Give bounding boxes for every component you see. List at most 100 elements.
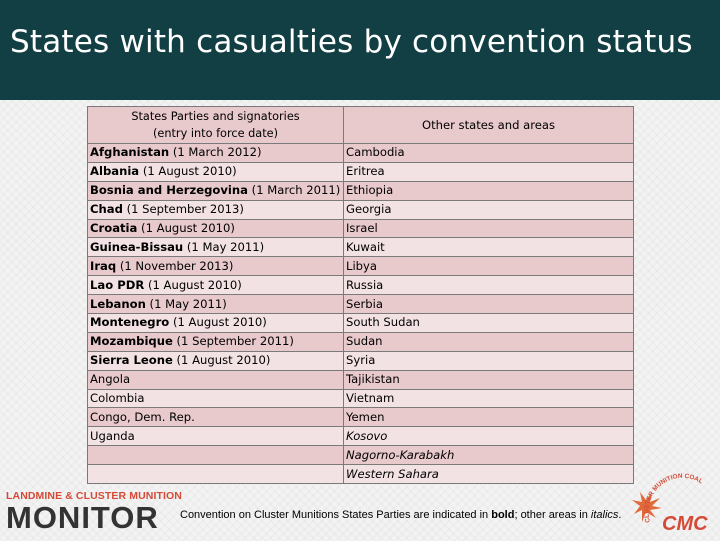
other-state-name: Nagorno-Karabakh bbox=[346, 447, 455, 462]
footnote-part2: ; other areas in bbox=[514, 509, 591, 521]
logo-left-bottom-text: MONITOR bbox=[6, 500, 159, 535]
table-row: Lebanon (1 May 2011) Serbia bbox=[87, 294, 634, 315]
other-state-name: South Sudan bbox=[346, 315, 420, 330]
table-row: Congo, Dem. Rep. Yemen bbox=[87, 407, 634, 428]
table-row: Croatia (1 August 2010) Israel bbox=[87, 218, 634, 239]
other-state-name: Serbia bbox=[346, 296, 383, 311]
other-state-cell: Syria bbox=[343, 350, 634, 371]
other-state-name: Western Sahara bbox=[346, 466, 439, 481]
entry-into-force-date: (1 September 2011) bbox=[176, 334, 294, 349]
other-state-name: Kosovo bbox=[346, 428, 388, 443]
slide-title: States with casualties by convention sta… bbox=[10, 24, 693, 60]
state-party-cell: Colombia bbox=[87, 388, 344, 409]
entry-into-force-date: (1 March 2012) bbox=[172, 145, 262, 160]
other-state-name: Georgia bbox=[346, 202, 392, 217]
other-state-cell: Tajikistan bbox=[343, 369, 634, 390]
entry-into-force-date: (1 September 2013) bbox=[126, 202, 244, 217]
state-party-cell: Afghanistan (1 March 2012) bbox=[87, 143, 344, 163]
state-party-cell: Lebanon (1 May 2011) bbox=[87, 294, 344, 315]
entry-into-force-date: (1 May 2011) bbox=[186, 239, 265, 254]
table-row: Colombia Vietnam bbox=[87, 388, 634, 409]
other-state-name: Libya bbox=[346, 258, 378, 273]
other-state-name: Israel bbox=[346, 221, 378, 235]
state-party-name: Lao PDR bbox=[90, 277, 145, 292]
state-party-name: Bosnia and Herzegovina bbox=[90, 183, 248, 198]
other-state-name: Tajikistan bbox=[346, 372, 400, 387]
other-state-cell: Israel bbox=[343, 218, 634, 239]
other-state-name: Yemen bbox=[346, 409, 385, 424]
cmc-logo-graphic: CLUSTER MUNITION COALITION CMC bbox=[630, 465, 709, 535]
other-state-name: Sudan bbox=[346, 334, 383, 349]
footnote-bold-word: bold bbox=[491, 509, 515, 521]
other-state-cell: Ethiopia bbox=[343, 180, 634, 201]
other-state-name: Syria bbox=[346, 353, 376, 368]
state-party-name: Albania bbox=[90, 164, 140, 179]
table-row: Bosnia and Herzegovina (1 March 2011) Eth… bbox=[87, 180, 634, 201]
state-party-cell: Mozambique (1 September 2011) bbox=[87, 331, 344, 352]
footnote-part1: Convention on Cluster Munitions States P… bbox=[180, 509, 492, 521]
other-state-cell: Sudan bbox=[343, 331, 634, 352]
state-party-cell bbox=[87, 445, 344, 466]
footnote: Convention on Cluster Munitions States P… bbox=[180, 508, 625, 522]
table-row: Nagorno-Karabakh bbox=[87, 445, 634, 466]
other-state-cell: Eritrea bbox=[343, 161, 634, 182]
state-party-cell: Uganda bbox=[87, 426, 344, 447]
table-body: States Parties and signatories (entry in… bbox=[87, 106, 634, 485]
convention-status-table-wrap: States Parties and signatories (entry in… bbox=[87, 106, 634, 485]
other-state-cell: Russia bbox=[343, 275, 634, 296]
table-row: Guinea-Bissau (1 May 2011) Kuwait bbox=[87, 237, 634, 258]
table-row: Lao PDR (1 August 2010) Russia bbox=[87, 275, 634, 296]
table-row: Mozambique (1 September 2011) Sudan bbox=[87, 331, 634, 352]
entry-into-force-date: (1 August 2010) bbox=[147, 277, 242, 292]
header-states-parties: States Parties and signatories (entry in… bbox=[87, 106, 344, 144]
state-party-name: Lebanon bbox=[90, 296, 146, 311]
state-party-name: Uganda bbox=[90, 428, 135, 443]
entry-into-force-date: (1 May 2011) bbox=[149, 296, 227, 311]
other-state-cell: Western Sahara bbox=[343, 464, 634, 485]
state-party-cell: Iraq (1 November 2013) bbox=[87, 256, 344, 277]
other-state-cell: Georgia bbox=[343, 199, 634, 220]
other-state-cell: Kosovo bbox=[343, 426, 634, 447]
header-other-states: Other states and areas bbox=[343, 106, 634, 144]
other-state-name: Vietnam bbox=[346, 391, 395, 406]
other-state-cell: Cambodia bbox=[343, 143, 634, 163]
state-party-cell: Congo, Dem. Rep. bbox=[87, 407, 344, 428]
header-states-parties-line2: (entry into force date) bbox=[152, 127, 279, 140]
table-row: Afghanistan (1 March 2012) Cambodia bbox=[87, 143, 634, 163]
state-party-cell: Albania (1 August 2010) bbox=[87, 161, 344, 182]
state-party-name: Croatia bbox=[90, 221, 138, 235]
other-state-name: Russia bbox=[346, 277, 384, 292]
state-party-cell: Guinea-Bissau (1 May 2011) bbox=[87, 237, 344, 258]
table-row: Western Sahara bbox=[87, 464, 634, 485]
table-header-row: States Parties and signatories (entry in… bbox=[87, 106, 634, 144]
state-party-name: Montenegro bbox=[90, 315, 170, 330]
state-party-name: Afghanistan bbox=[90, 145, 170, 160]
state-party-cell bbox=[87, 464, 344, 485]
cmc-logo: CLUSTER MUNITION COALITION CMC bbox=[630, 465, 718, 536]
state-party-name: Mozambique bbox=[90, 334, 173, 349]
entry-into-force-date: (1 August 2010) bbox=[141, 221, 235, 235]
other-state-cell: Libya bbox=[343, 256, 634, 277]
state-party-cell: Croatia (1 August 2010) bbox=[87, 218, 344, 239]
state-party-cell: Sierra Leone (1 August 2010) bbox=[87, 350, 344, 371]
entry-into-force-date: (1 March 2011) bbox=[251, 183, 341, 198]
state-party-name: Sierra Leone bbox=[90, 353, 173, 368]
footnote-part3: . bbox=[618, 509, 622, 521]
other-state-cell: Nagorno-Karabakh bbox=[343, 445, 634, 466]
table-row: Montenegro (1 August 2010) South Sudan bbox=[87, 313, 634, 333]
other-state-cell: Vietnam bbox=[343, 388, 634, 409]
logo-left-top-text: LANDMINE & CLUSTER MUNITION bbox=[6, 490, 182, 502]
state-party-cell: Angola bbox=[87, 369, 344, 390]
other-state-name: Cambodia bbox=[346, 145, 405, 160]
table-row: Sierra Leone (1 August 2010) Syria bbox=[87, 350, 634, 371]
state-party-name: Congo, Dem. Rep. bbox=[90, 409, 195, 424]
state-party-cell: Montenegro (1 August 2010) bbox=[87, 313, 344, 333]
entry-into-force-date: (1 August 2010) bbox=[142, 164, 237, 179]
other-state-name: Kuwait bbox=[346, 239, 385, 254]
state-party-cell: Bosnia and Herzegovina (1 March 2011) bbox=[87, 180, 344, 201]
state-party-name: Angola bbox=[90, 372, 131, 387]
entry-into-force-date: (1 August 2010) bbox=[176, 353, 271, 368]
table-row: Chad (1 September 2013) Georgia bbox=[87, 199, 634, 220]
entry-into-force-date: (1 November 2013) bbox=[119, 258, 234, 273]
other-state-cell: South Sudan bbox=[343, 313, 634, 333]
